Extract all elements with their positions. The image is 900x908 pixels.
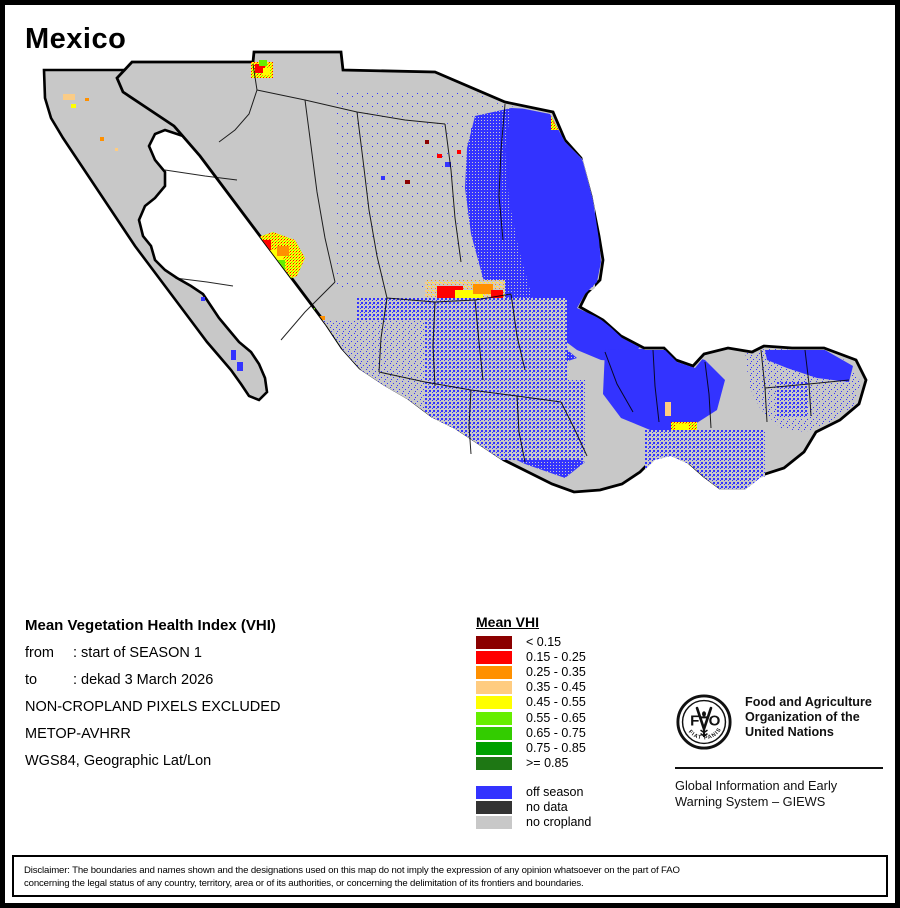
fao-organization-name: Food and Agriculture Organization of the… — [745, 693, 872, 741]
legend-swatch-icon — [476, 636, 512, 650]
legend-label: off season — [526, 784, 584, 799]
vhi-raster-overlay — [241, 58, 861, 494]
metadata-heading: Mean Vegetation Health Index (VHI) — [25, 617, 276, 634]
legend-swatch-icon — [476, 666, 512, 680]
svg-text:O: O — [709, 712, 721, 729]
legend-label: 0.35 - 0.45 — [526, 680, 586, 695]
svg-text:F: F — [690, 712, 699, 729]
disclaimer-line-1: Disclaimer: The boundaries and names sho… — [24, 865, 680, 876]
page-title: Mexico — [25, 23, 127, 55]
hotspot-mexicali — [251, 60, 273, 78]
fao-name-line-2: Organization of the — [745, 710, 860, 725]
legend-swatch-icon — [476, 756, 512, 770]
giews-line-1: Global Information and Early — [675, 778, 838, 793]
disclaimer-box: Disclaimer: The boundaries and names sho… — [12, 855, 888, 897]
legend-item: 0.45 - 0.55 — [476, 695, 666, 710]
legend-swatch-icon — [476, 711, 512, 725]
metadata-to-key: to — [25, 672, 38, 688]
metadata-to-row: to : dekad 3 March 2026 — [25, 672, 445, 688]
map-metadata-block: Mean Vegetation Health Index (VHI) from:… — [25, 617, 445, 780]
legend-label: 0.15 - 0.25 — [526, 650, 586, 665]
legend-item: < 0.15 — [476, 635, 666, 650]
giews-line-2: Warning System – GIEWS — [675, 794, 826, 809]
metadata-from-key: from — [25, 645, 54, 661]
legend-item: 0.65 - 0.75 — [476, 726, 666, 741]
isthmus-offseason — [603, 348, 725, 432]
map-legend: Mean VHI < 0.15 0.15 - 0.25 0.25 - 0.35 … — [476, 615, 666, 830]
map-graphic[interactable] — [5, 50, 895, 595]
giews-subtitle: Global Information and Early Warning Sys… — [675, 778, 890, 810]
legend-swatch-icon — [476, 800, 512, 814]
legend-label: no cropland — [526, 815, 592, 830]
legend-label: 0.75 - 0.85 — [526, 740, 586, 755]
gulf-offseason-inner — [465, 108, 577, 366]
legend-item-special: no cropland — [476, 815, 666, 830]
legend-label: 0.65 - 0.75 — [526, 725, 586, 740]
legend-label: 0.25 - 0.35 — [526, 665, 586, 680]
legend-item-special: off season — [476, 785, 666, 800]
legend-item: 0.35 - 0.45 — [476, 680, 666, 695]
legend-label: < 0.15 — [526, 635, 562, 650]
fao-name-line-3: United Nations — [745, 725, 834, 740]
legend-label: >= 0.85 — [526, 755, 569, 770]
legend-title: Mean VHI — [476, 614, 540, 630]
legend-swatch-icon — [476, 681, 512, 695]
legend-swatch-icon — [476, 696, 512, 710]
legend-swatch-icon — [476, 726, 512, 740]
fao-branding-block: F O FIAT PANIS Food and Ag — [675, 693, 890, 810]
legend-item: 0.25 - 0.35 — [476, 665, 666, 680]
legend-item: 0.55 - 0.65 — [476, 710, 666, 725]
fao-name-line-1: Food and Agriculture — [745, 695, 872, 709]
metadata-sensor: METOP-AVHRR — [25, 726, 131, 742]
legend-label: 0.55 - 0.65 — [526, 710, 586, 725]
metadata-to-value: : dekad 3 March 2026 — [73, 672, 214, 688]
disclaimer-line-2: concerning the legal status of any count… — [24, 878, 584, 889]
legend-label: no data — [526, 799, 568, 814]
yucatan-north-band — [765, 350, 853, 382]
metadata-noncropland-note: NON-CROPLAND PIXELS EXCLUDED — [25, 699, 281, 715]
legend-item: 0.15 - 0.25 — [476, 650, 666, 665]
legend-item-special: no data — [476, 800, 666, 815]
metadata-from-row: from : start of SEASON 1 — [25, 645, 445, 661]
legend-item: 0.75 - 0.85 — [476, 741, 666, 756]
state-boundaries — [164, 63, 850, 463]
legend-swatch-icon — [476, 741, 512, 755]
legend-swatch-icon — [476, 816, 512, 830]
metadata-from-value: : start of SEASON 1 — [73, 645, 202, 661]
legend-label: 0.45 - 0.55 — [526, 695, 586, 710]
legend-swatch-icon — [476, 651, 512, 665]
fao-divider — [675, 767, 883, 769]
legend-spacer — [476, 771, 666, 785]
legend-item: >= 0.85 — [476, 756, 666, 771]
metadata-projection: WGS84, Geographic Lat/Lon — [25, 753, 212, 769]
fao-logo-icon: F O FIAT PANIS — [675, 693, 733, 756]
legend-swatch-icon — [476, 785, 512, 799]
